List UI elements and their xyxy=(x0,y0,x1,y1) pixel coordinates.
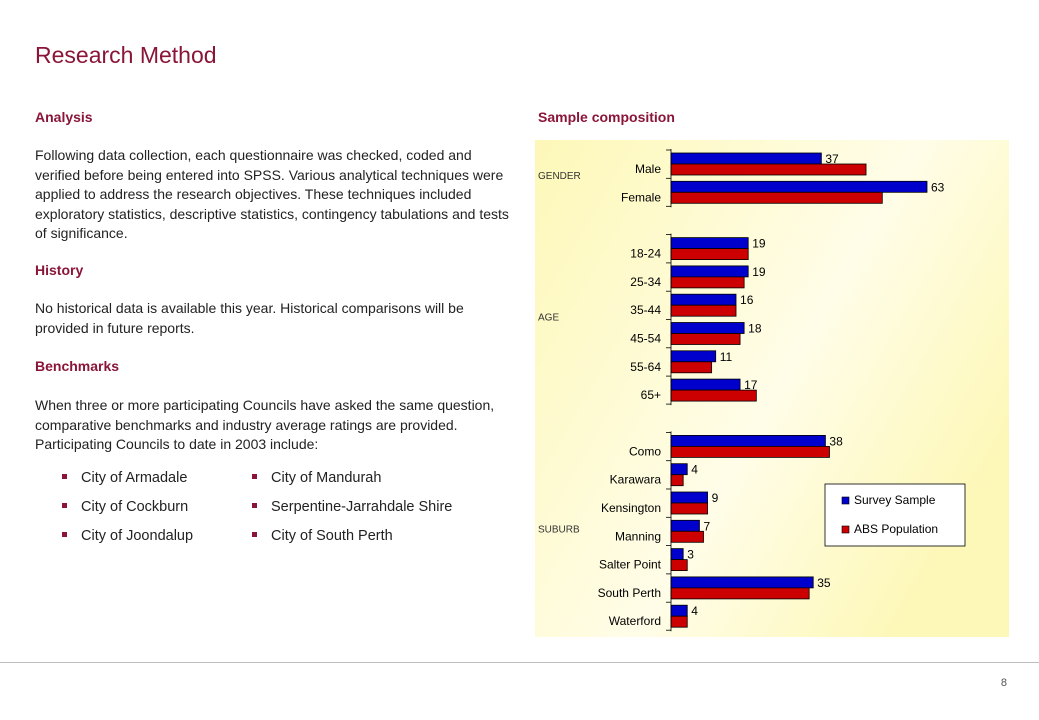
category-label: 35-44 xyxy=(630,303,661,317)
data-label: 63 xyxy=(931,180,945,194)
legend-swatch-abs-population xyxy=(841,525,850,534)
category-label: Karawara xyxy=(610,473,662,487)
council-list-item: City of South Perth xyxy=(252,528,393,544)
category-label: 25-34 xyxy=(630,275,661,289)
benchmarks-text: When three or more participating Council… xyxy=(35,397,495,452)
category-label: Female xyxy=(621,190,661,204)
history-heading: History xyxy=(35,262,84,278)
bar-survey-sample xyxy=(670,378,741,391)
bar-survey-sample xyxy=(670,491,708,504)
data-label: 19 xyxy=(752,237,766,251)
legend-box xyxy=(824,483,966,547)
data-label: 11 xyxy=(720,350,733,364)
data-label: 7 xyxy=(703,519,710,533)
category-label: 18-24 xyxy=(630,247,661,261)
bar-abs-population xyxy=(670,361,713,374)
bar-abs-population xyxy=(670,248,749,260)
council-list-item: Serpentine-Jarrahdale Shire xyxy=(252,499,452,515)
bullet-icon xyxy=(62,502,67,508)
legend-swatch-survey-sample xyxy=(841,496,850,505)
data-label: 9 xyxy=(712,491,719,505)
bar-abs-population xyxy=(670,530,704,543)
bar-survey-sample xyxy=(670,265,749,278)
council-name: City of Cockburn xyxy=(81,499,189,515)
category-label: Como xyxy=(629,444,661,458)
council-list-item: City of Joondalup xyxy=(62,528,193,544)
council-name: City of South Perth xyxy=(271,528,393,544)
data-label: 4 xyxy=(691,604,698,618)
bar-survey-sample xyxy=(670,463,688,476)
bar-survey-sample xyxy=(670,237,749,249)
bar-abs-population xyxy=(670,445,830,458)
legend-label-abs-population: ABS Population xyxy=(854,522,938,536)
category-label: 55-64 xyxy=(630,360,661,374)
chart-canvas: 37Male63FemaleGENDER1918-241925-341635-4… xyxy=(535,140,1009,637)
bar-survey-sample xyxy=(670,180,928,193)
bullet-icon xyxy=(252,531,257,537)
bar-survey-sample xyxy=(670,519,700,532)
page-title: Research Method xyxy=(35,42,217,68)
data-label: 38 xyxy=(829,434,843,448)
council-name: City of Armadale xyxy=(81,470,188,486)
category-label: Kensington xyxy=(601,501,661,515)
category-label: Male xyxy=(635,162,661,176)
bar-abs-population xyxy=(670,333,741,345)
council-list-item: City of Cockburn xyxy=(62,499,188,515)
data-label: 18 xyxy=(748,322,762,336)
bar-survey-sample xyxy=(670,548,684,561)
council-list-item: City of Armadale xyxy=(62,470,187,486)
bar-survey-sample xyxy=(670,604,688,617)
group-label: SUBURB xyxy=(538,524,580,535)
data-label: 19 xyxy=(752,265,766,279)
category-label: Salter Point xyxy=(599,558,662,572)
history-text: No historical data is available this yea… xyxy=(35,300,464,336)
benchmarks-heading: Benchmarks xyxy=(35,358,120,374)
bullet-icon xyxy=(62,473,67,479)
bar-abs-population xyxy=(670,276,745,289)
bar-abs-population xyxy=(670,191,883,204)
category-label: South Perth xyxy=(598,586,661,600)
page-number: 8 xyxy=(1000,677,1007,689)
bar-abs-population xyxy=(670,559,688,572)
council-name: City of Joondalup xyxy=(81,528,194,544)
bullet-icon xyxy=(252,473,257,479)
council-name: Serpentine-Jarrahdale Shire xyxy=(271,499,453,515)
data-label: 35 xyxy=(817,576,831,590)
bullet-icon xyxy=(252,502,257,508)
legend-label-survey-sample: Survey Sample xyxy=(854,493,936,507)
bar-survey-sample xyxy=(670,293,737,306)
category-label: Waterford xyxy=(609,614,661,628)
bullet-icon xyxy=(62,531,67,537)
group-label: GENDER xyxy=(538,171,581,182)
category-label: 45-54 xyxy=(630,332,661,346)
chart-heading: Sample composition xyxy=(538,109,675,125)
group-label: AGE xyxy=(538,312,559,323)
bar-abs-population xyxy=(670,304,737,317)
chart-background xyxy=(535,140,1009,637)
sample-composition-chart: 37 Male 63 Female GENDER 19 18-24 19 25-34 16 35-4… xyxy=(535,140,1009,637)
bar-survey-sample xyxy=(670,350,717,363)
analysis-heading: Analysis xyxy=(35,109,93,125)
bar-abs-population xyxy=(670,587,810,600)
bar-survey-sample xyxy=(670,152,822,165)
category-label: Manning xyxy=(615,529,661,543)
bar-survey-sample xyxy=(670,434,826,447)
council-list-item: City of Mandurah xyxy=(252,470,381,486)
data-label: 37 xyxy=(825,152,839,166)
data-label: 3 xyxy=(687,548,694,562)
data-label: 16 xyxy=(740,293,754,307)
data-label: 4 xyxy=(691,463,698,477)
footer-divider xyxy=(0,662,1039,663)
council-name: City of Mandurah xyxy=(271,470,382,486)
bar-survey-sample xyxy=(670,576,814,589)
bar-abs-population xyxy=(670,474,684,487)
category-label: 65+ xyxy=(641,388,661,402)
analysis-text: Following data collection, each question… xyxy=(35,147,509,241)
bar-abs-population xyxy=(670,502,708,515)
bar-survey-sample xyxy=(670,322,745,334)
bar-abs-population xyxy=(670,615,688,628)
data-label: 17 xyxy=(744,378,758,392)
